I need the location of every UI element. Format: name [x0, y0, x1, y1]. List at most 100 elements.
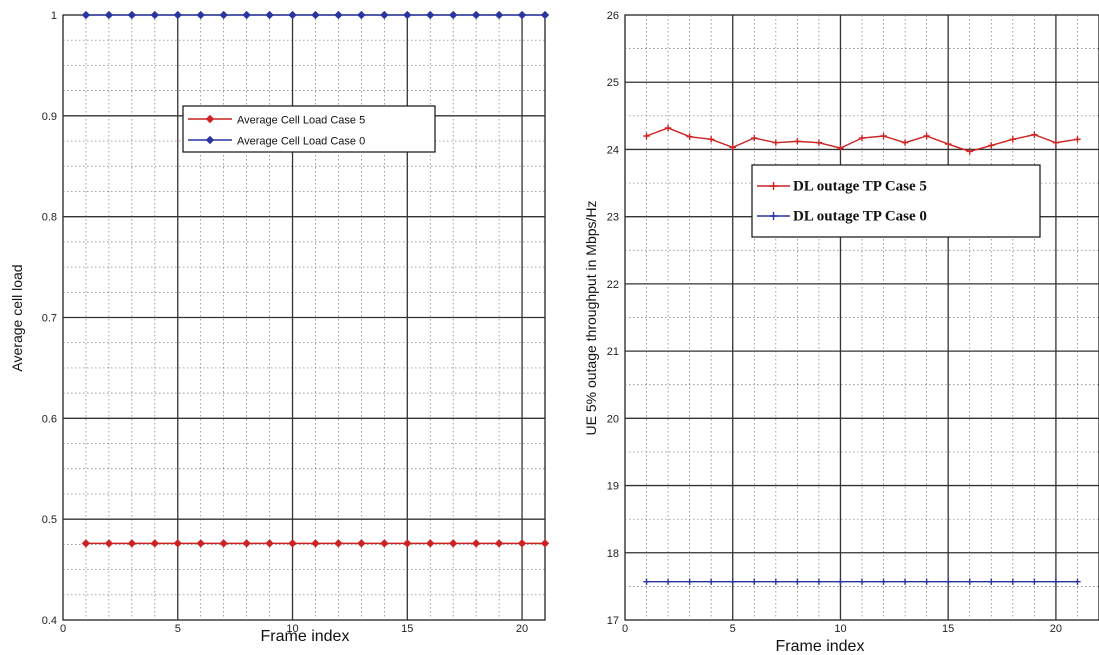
data-point-marker: [311, 539, 320, 548]
data-point-marker: [1074, 578, 1081, 585]
cell-load-legend-label-case5: Average Cell Load Case 5: [237, 115, 365, 127]
data-point-marker: [403, 539, 412, 548]
y-tick-label: 26: [607, 10, 619, 22]
data-point-marker: [426, 539, 435, 548]
data-point-marker: [127, 10, 137, 20]
x-tick-label: 10: [834, 623, 846, 635]
outage-throughput-legend-marker-case5: [769, 182, 778, 190]
data-point-marker: [944, 140, 952, 148]
cell-load-y-axis-label: Average cell load: [9, 264, 25, 371]
data-point-marker: [517, 539, 527, 548]
data-point-marker: [81, 10, 91, 20]
data-point-marker: [686, 578, 693, 585]
data-point-marker: [1009, 136, 1017, 143]
data-point-marker: [794, 578, 801, 585]
data-point-marker: [150, 539, 159, 548]
data-point-marker: [772, 139, 780, 146]
data-point-marker: [1074, 136, 1081, 143]
data-point-marker: [471, 539, 481, 548]
data-point-marker: [127, 539, 137, 548]
outage-throughput-x-axis-label: Frame index: [776, 638, 865, 655]
data-point-marker: [707, 578, 715, 585]
cell-load-legend-label-case0: Average Cell Load Case 0: [237, 136, 365, 148]
data-point-marker: [966, 148, 973, 155]
data-point-marker: [311, 10, 320, 20]
data-point-marker: [81, 539, 91, 548]
data-point-marker: [837, 144, 844, 152]
data-point-marker: [219, 10, 228, 20]
data-point-marker: [880, 132, 887, 140]
data-point-marker: [449, 10, 458, 20]
data-point-marker: [988, 142, 995, 149]
data-point-marker: [988, 578, 995, 585]
y-tick-label: 18: [607, 548, 619, 560]
cell-load-series: [81, 10, 550, 548]
data-point-marker: [104, 10, 114, 20]
data-point-marker: [288, 539, 297, 548]
outage-throughput-legend-label-case0: DL outage TP Case 0: [793, 209, 927, 225]
data-point-marker: [334, 539, 343, 548]
y-tick-label: 23: [607, 212, 619, 224]
y-tick-label: 25: [607, 77, 619, 89]
data-point-marker: [794, 138, 801, 145]
data-point-marker: [772, 578, 780, 585]
y-tick-label: 0.6: [42, 413, 57, 425]
outage-throughput-legend-label-case5: DL outage TP Case 5: [793, 179, 927, 195]
outage-throughput-series: [643, 124, 1081, 585]
data-point-marker: [196, 10, 205, 20]
x-tick-label: 20: [516, 623, 528, 635]
x-tick-label: 15: [942, 623, 954, 635]
data-point-marker: [265, 539, 274, 548]
data-point-marker: [196, 539, 205, 548]
x-tick-label: 0: [60, 623, 66, 635]
data-point-marker: [923, 132, 930, 140]
data-point-marker: [966, 578, 973, 585]
data-point-marker: [729, 578, 736, 585]
data-point-marker: [643, 578, 650, 585]
cell-load-legend: Average Cell Load Case 5 Average Cell Lo…: [182, 105, 436, 153]
data-point-marker: [944, 578, 952, 585]
data-point-marker: [858, 134, 866, 142]
data-point-marker: [1009, 578, 1017, 585]
data-point-marker: [380, 539, 389, 548]
data-point-marker: [815, 578, 823, 585]
y-tick-label: 20: [607, 413, 619, 425]
x-tick-label: 5: [175, 623, 181, 635]
data-point-marker: [150, 10, 159, 20]
data-point-marker: [426, 10, 435, 20]
data-point-marker: [471, 10, 481, 20]
cell-load-legend-marker-case0: [205, 135, 215, 145]
data-point-marker: [707, 136, 715, 143]
data-point-marker: [815, 139, 823, 146]
data-point-marker: [173, 539, 182, 548]
data-point-marker: [751, 578, 758, 585]
data-point-marker: [173, 10, 182, 20]
data-point-marker: [517, 10, 527, 20]
y-tick-label: 24: [607, 144, 619, 156]
data-point-marker: [643, 132, 650, 140]
x-tick-label: 20: [1050, 623, 1062, 635]
data-point-marker: [837, 578, 844, 585]
outage-throughput-legend-marker-case0: [769, 212, 778, 220]
x-tick-label: 5: [730, 623, 736, 635]
data-point-marker: [1052, 578, 1060, 585]
x-tick-label: 10: [286, 623, 298, 635]
x-tick-label: 0: [622, 623, 628, 635]
y-tick-label: 0.9: [42, 111, 57, 123]
x-tick-label: 15: [401, 623, 413, 635]
cell-load-ticks: 0 5 10 15 20 0.4 0.5 0.6 0.7 0.8 0.9 1: [42, 10, 528, 635]
data-point-marker: [923, 578, 930, 585]
outage-throughput-y-axis-label: UE 5% outage throughput in Mbps/Hz: [583, 200, 599, 435]
data-point-marker: [858, 578, 866, 585]
data-point-marker: [664, 578, 672, 585]
y-tick-label: 0.5: [42, 514, 57, 526]
data-point-marker: [242, 539, 251, 548]
data-point-marker: [494, 539, 504, 548]
cell-load-legend-marker-case5: [205, 114, 215, 124]
data-point-marker: [288, 10, 297, 20]
data-point-marker: [1031, 131, 1038, 138]
data-point-marker: [901, 139, 909, 146]
cell-load-x-axis-label: Frame index: [261, 628, 350, 645]
data-point-marker: [729, 144, 736, 151]
data-point-marker: [357, 539, 366, 548]
